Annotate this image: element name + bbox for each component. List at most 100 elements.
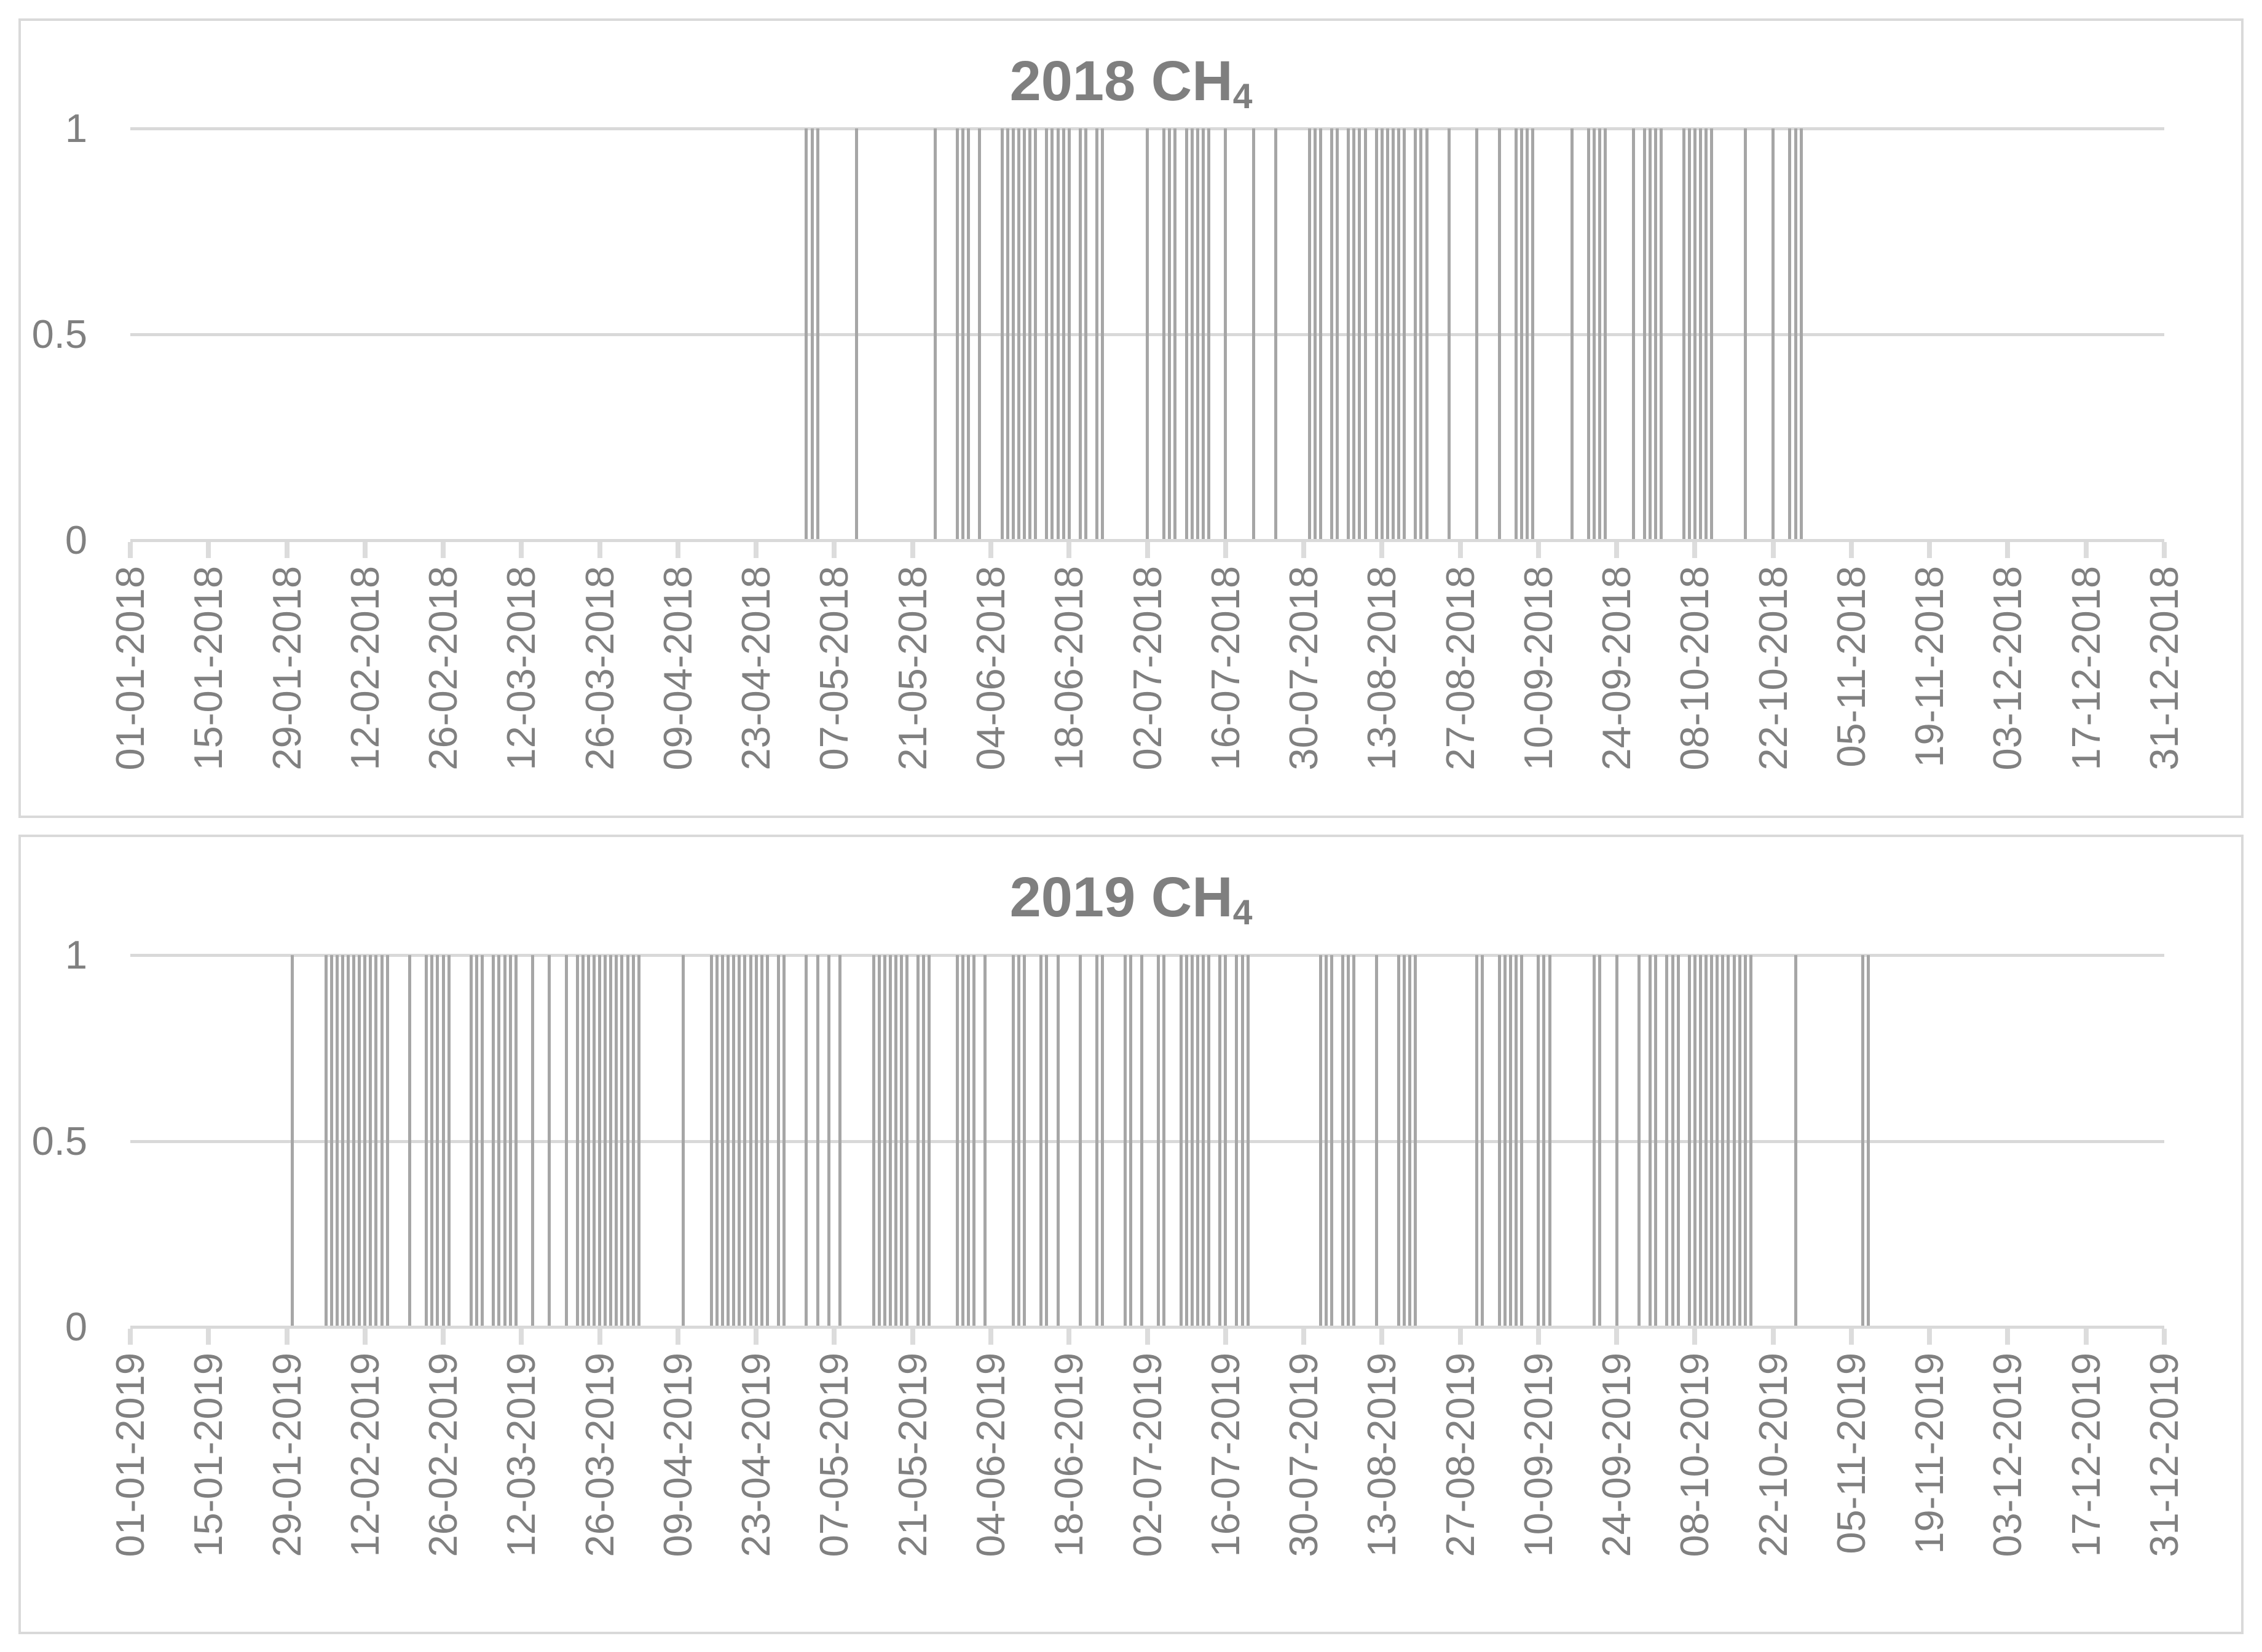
data-bar xyxy=(1023,128,1026,540)
data-bar xyxy=(470,955,473,1327)
data-bar xyxy=(955,128,959,540)
data-bar xyxy=(855,128,859,540)
x-tick-label: 10-09-2019 xyxy=(1515,1353,1561,1557)
x-tick-label: 04-06-2018 xyxy=(967,566,1013,771)
data-bar xyxy=(1570,128,1574,540)
axis-tick xyxy=(1301,542,1307,558)
data-bar xyxy=(1649,955,1652,1327)
y-tick-label: 1 xyxy=(65,106,87,151)
x-tick-label: 21-05-2018 xyxy=(889,566,935,771)
y-gridline xyxy=(130,1140,2164,1143)
axis-tick xyxy=(206,542,211,558)
data-bar xyxy=(805,128,808,540)
data-bar xyxy=(1347,128,1350,540)
data-bar xyxy=(1497,955,1501,1327)
data-bar xyxy=(380,955,384,1327)
axis-tick xyxy=(675,542,680,558)
data-bar xyxy=(1587,128,1591,540)
data-bar xyxy=(1006,128,1009,540)
data-bar xyxy=(1056,128,1060,540)
axis-tick xyxy=(519,1329,524,1345)
data-bar xyxy=(620,955,624,1327)
data-bar xyxy=(955,955,959,1327)
data-bar xyxy=(1011,128,1015,540)
data-bar xyxy=(1190,955,1194,1327)
axis-tick xyxy=(597,1329,602,1345)
axis-tick xyxy=(1379,1329,1385,1345)
x-tick-label: 15-01-2019 xyxy=(186,1353,231,1557)
data-bar xyxy=(1414,128,1417,540)
data-bar xyxy=(1196,128,1199,540)
axis-tick xyxy=(441,1329,446,1345)
x-tick-label: 23-04-2019 xyxy=(733,1353,779,1557)
data-bar xyxy=(492,955,495,1327)
y-tick-label: 0 xyxy=(65,1304,87,1349)
data-bar xyxy=(609,955,613,1327)
x-tick-label: 31-12-2019 xyxy=(2142,1353,2186,1557)
data-bar xyxy=(1403,128,1406,540)
data-bar xyxy=(1593,955,1596,1327)
y-gridline xyxy=(130,954,2164,957)
data-bar xyxy=(805,955,808,1327)
data-bar xyxy=(1045,955,1049,1327)
data-bar xyxy=(1643,128,1647,540)
axis-tick xyxy=(910,1329,915,1345)
data-bar xyxy=(1190,128,1194,540)
data-bar xyxy=(1447,128,1451,540)
data-bar xyxy=(760,955,763,1327)
data-bar xyxy=(967,955,971,1327)
data-bar xyxy=(1157,955,1161,1327)
data-bar xyxy=(1598,955,1602,1327)
data-bar xyxy=(1771,128,1775,540)
data-bar xyxy=(883,955,886,1327)
axis-tick xyxy=(206,1329,211,1345)
data-bar xyxy=(363,955,367,1327)
data-bar xyxy=(1671,955,1674,1327)
data-bar xyxy=(1687,955,1691,1327)
x-tick-label: 04-06-2019 xyxy=(967,1353,1013,1557)
x-tick-label: 19-11-2019 xyxy=(1907,1353,1952,1554)
data-bar xyxy=(1045,128,1049,540)
x-tick-label: 05-11-2018 xyxy=(1828,566,1874,768)
x-tick-label: 12-03-2018 xyxy=(499,566,544,771)
data-bar xyxy=(754,955,758,1327)
data-bar xyxy=(928,955,931,1327)
data-bar xyxy=(1196,955,1199,1327)
data-bar xyxy=(1101,955,1105,1327)
data-bar xyxy=(1341,955,1345,1327)
x-tick-label: 01-01-2019 xyxy=(108,1353,152,1557)
x-axis-line xyxy=(130,1326,2164,1329)
data-bar xyxy=(447,955,451,1327)
x-tick-label: 16-07-2019 xyxy=(1202,1353,1248,1557)
data-bar xyxy=(1743,128,1747,540)
data-bar xyxy=(1011,955,1015,1327)
data-bar xyxy=(1318,128,1322,540)
data-bar xyxy=(1207,128,1210,540)
data-bar xyxy=(1034,128,1038,540)
x-tick-label: 18-06-2018 xyxy=(1046,566,1092,771)
data-bar xyxy=(827,955,830,1327)
data-bar xyxy=(1274,128,1278,540)
axis-tick xyxy=(1379,542,1385,558)
axis-tick xyxy=(284,542,290,558)
data-bar xyxy=(564,955,568,1327)
data-bar xyxy=(1162,955,1166,1327)
x-tick-label: 27-08-2019 xyxy=(1437,1353,1483,1557)
data-bar xyxy=(1866,955,1870,1327)
axis-tick xyxy=(1066,1329,1072,1345)
data-bar xyxy=(1056,955,1060,1327)
x-tick-label: 26-02-2018 xyxy=(420,566,466,771)
data-bar xyxy=(983,955,987,1327)
data-bar xyxy=(1704,128,1708,540)
data-bar xyxy=(503,955,506,1327)
axis-tick xyxy=(1457,1329,1463,1345)
data-bar xyxy=(1660,128,1663,540)
chart-title-subscript: 4 xyxy=(1232,892,1253,932)
data-bar xyxy=(916,955,920,1327)
data-bar xyxy=(1078,955,1082,1327)
data-bar xyxy=(749,955,752,1327)
data-bar xyxy=(1508,955,1512,1327)
x-tick-label: 26-03-2019 xyxy=(577,1353,622,1557)
data-bar xyxy=(967,128,971,540)
data-bar xyxy=(1318,955,1322,1327)
